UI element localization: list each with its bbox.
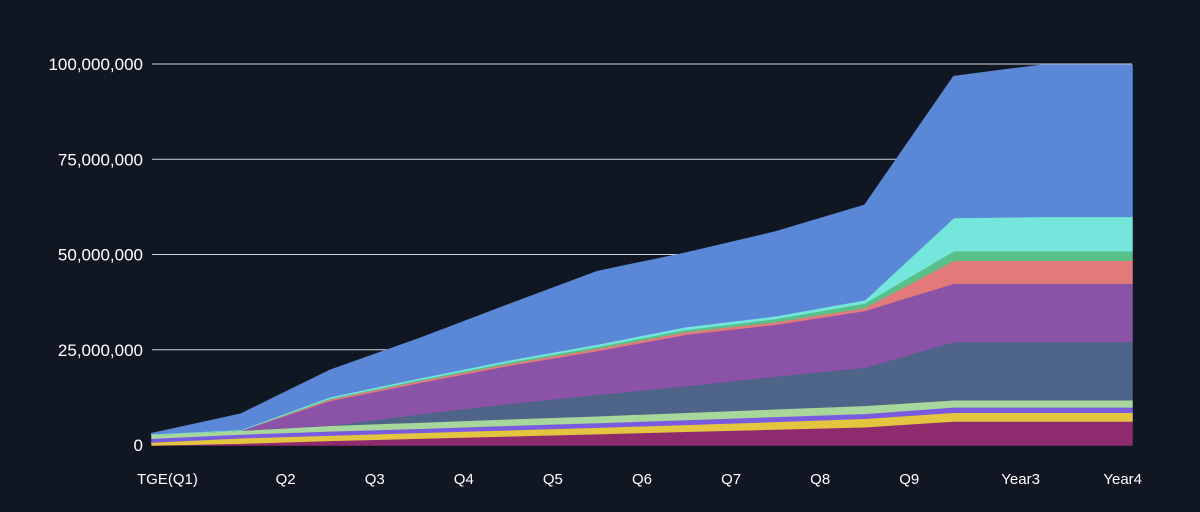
x-tick-label: Q8 (810, 471, 830, 488)
x-tick-label: Q9 (899, 471, 919, 488)
x-tick-label: Q4 (454, 471, 474, 488)
y-axis-ticks: 100,000,000 75,000,000 50,000,000 25,000,00… (48, 55, 143, 455)
area-series (151, 64, 1133, 446)
x-tick-label: Q2 (276, 471, 296, 488)
x-tick-label: Q7 (721, 471, 741, 488)
x-tick-label: Year4 (1103, 471, 1142, 488)
x-axis-ticks: TGE(Q1) Q2 Q3 Q4 Q5 Q6 Q7 Q8 Q9 Year3 Year4 (137, 471, 1142, 488)
y-tick-label: 50,000,000 (58, 246, 143, 265)
x-tick-label: Q6 (632, 471, 652, 488)
x-tick-label: Q5 (543, 471, 563, 488)
y-tick-label: 25,000,000 (58, 341, 143, 360)
y-tick-label: 0 (134, 436, 143, 455)
x-tick-label: Year3 (1001, 471, 1040, 488)
y-tick-label: 100,000,000 (48, 55, 143, 74)
x-tick-label: TGE(Q1) (137, 471, 198, 488)
x-tick-label: Q3 (365, 471, 385, 488)
y-tick-label: 75,000,000 (58, 150, 143, 169)
area-band-10 (151, 64, 1133, 435)
